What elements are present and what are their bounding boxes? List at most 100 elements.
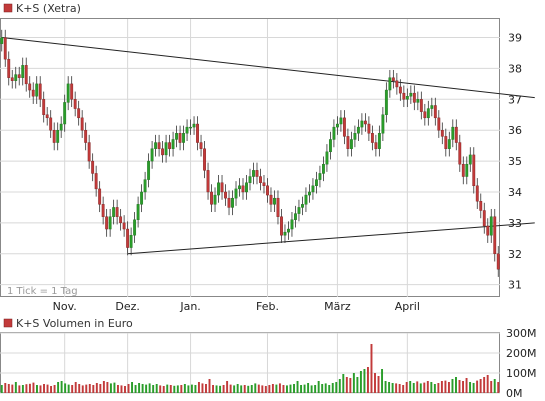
candle-body [14,74,18,81]
candle-body [391,77,395,81]
volume-bar [145,384,148,393]
volume-bar [190,384,193,393]
candle-body [59,123,63,131]
price-panel-frame [0,18,500,297]
candle-body [203,148,206,171]
candle-body [199,142,203,149]
candle-body [276,197,280,217]
volume-bar [187,385,190,393]
candle-body [360,120,364,128]
volume-bar [208,379,211,393]
volume-bar [331,383,334,393]
volume-bar [102,381,105,393]
volume-bar [405,382,408,393]
candle-body [252,170,255,177]
volume-bar [469,382,472,393]
volume-bar [109,383,112,393]
candle-body [255,170,259,177]
candle-body [73,99,77,109]
candle-body [468,154,472,165]
volume-bar [275,384,278,393]
volume-bar [173,385,176,393]
volume-bar [296,381,299,393]
candle-body [56,129,60,143]
volume-bar [194,385,197,393]
candle-body [213,194,217,205]
candle-body [405,96,409,100]
candle-body [339,117,343,125]
volume-bar [282,385,285,393]
volume-y-tick-label: 100M [506,367,537,380]
volume-bar [289,384,292,393]
volume-bar [493,379,496,393]
volume-bar [116,385,119,393]
volume-bar [321,384,324,393]
candle-body [108,216,112,230]
candle-body [129,235,133,248]
volume-bar [374,373,376,393]
volume-bar [152,385,155,393]
volume-bar [162,386,165,393]
candle-body [140,191,144,205]
price-y-tick-label: 38 [508,62,522,75]
volume-bar [166,384,169,393]
volume-bar [60,381,63,393]
candle-body [416,99,420,103]
candle-body [133,219,137,236]
candle-body [486,225,490,236]
volume-bar [317,381,320,393]
volume-bars [0,344,500,393]
volume-bar [250,385,253,393]
volume-bar [229,384,232,393]
volume-bar [43,384,45,393]
volume-bar [293,384,295,393]
volume-bar [433,384,436,393]
candle-body [234,188,238,199]
volume-bar [14,382,17,393]
candle-body [412,92,416,103]
price-x-tick-label: Nov. [53,300,77,313]
candle-body [287,228,290,233]
candle-body [217,182,220,196]
volume-bar [141,384,144,393]
volume-bar [92,385,95,393]
candle-body [231,197,234,208]
volume-bar [377,376,380,393]
candle-body [440,129,444,137]
volume-bar [416,381,419,393]
candle-body [294,213,297,220]
candle-body [461,163,465,177]
volume-bar [268,385,271,393]
volume-bar [36,385,38,393]
candle-body [259,176,262,183]
volume-bar [363,369,366,393]
volume-bar [335,382,338,393]
volume-bar [46,384,49,393]
trendline [1,37,535,99]
volume-bar [113,382,116,393]
volume-bar [391,383,394,393]
candle-body [384,89,388,115]
candle-body [388,77,392,91]
volume-bar [458,380,461,393]
candle-body [248,176,252,183]
candle-body [377,133,381,149]
candle-body [433,105,437,119]
volume-bar [18,385,21,393]
volume-bar [366,367,369,393]
volume-bar [0,385,3,393]
candle-body [164,142,168,156]
volume-bar [388,382,391,393]
volume-bar [11,384,14,393]
price-legend-label: K+S (Xetra) [16,2,81,15]
volume-bar [25,384,28,393]
candle-body [472,154,476,187]
volume-bar [236,384,239,393]
candle-body [245,182,248,193]
price-x-tick-label: Feb. [256,300,279,313]
candle-body [168,142,172,149]
candle-body [84,129,88,143]
candle-body [318,173,322,180]
volume-bar [300,385,303,393]
price-x-tick-label: Dez. [115,300,140,313]
